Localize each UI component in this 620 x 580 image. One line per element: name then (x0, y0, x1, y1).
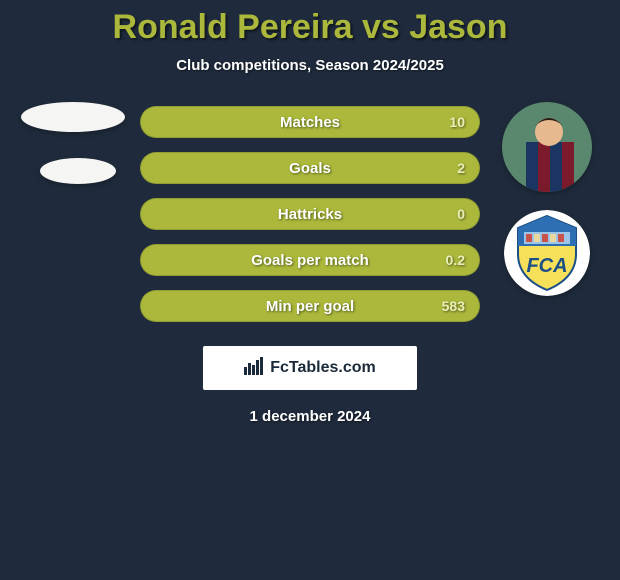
brand-attribution: FcTables.com (203, 346, 417, 390)
page-title: Ronald Pereira vs Jason (0, 0, 620, 47)
stat-right-value: 0 (457, 206, 465, 222)
stat-right-value: 10 (449, 114, 465, 130)
player-a-avatar-placeholder (21, 102, 125, 132)
season-subtitle: Club competitions, Season 2024/2025 (0, 57, 620, 74)
date-text: 1 december 2024 (0, 408, 620, 425)
content-row: Matches 10 Goals 2 Hattricks 0 Goals per… (0, 102, 620, 322)
stat-label: Goals per match (251, 252, 369, 269)
stat-right-value: 583 (442, 298, 465, 314)
stats-column: Matches 10 Goals 2 Hattricks 0 Goals per… (140, 102, 480, 322)
stat-bar-min-per-goal: Min per goal 583 (140, 290, 480, 322)
player-a-column (18, 102, 128, 184)
club-crest-icon: FCA (504, 210, 590, 296)
stat-label: Hattricks (278, 206, 342, 223)
svg-text:FCA: FCA (526, 255, 567, 277)
stat-bar-matches: Matches 10 (140, 106, 480, 138)
player-a-club-placeholder (40, 158, 116, 184)
stat-label: Min per goal (266, 298, 354, 315)
stat-right-value: 2 (457, 160, 465, 176)
stat-bar-goals: Goals 2 (140, 152, 480, 184)
stat-label: Goals (289, 160, 331, 177)
stat-right-value: 0.2 (446, 252, 465, 268)
player-avatar-icon (502, 102, 592, 192)
brand-text: FcTables.com (270, 359, 376, 377)
stat-label: Matches (280, 114, 340, 131)
player-b-club-crest: FCA (504, 210, 590, 296)
player-b-avatar (502, 102, 592, 192)
stat-bar-hattricks: Hattricks 0 (140, 198, 480, 230)
player-b-column: FCA (492, 102, 602, 296)
comparison-card: Ronald Pereira vs Jason Club competition… (0, 0, 620, 580)
stat-bar-goals-per-match: Goals per match 0.2 (140, 244, 480, 276)
bar-chart-icon (244, 357, 264, 380)
